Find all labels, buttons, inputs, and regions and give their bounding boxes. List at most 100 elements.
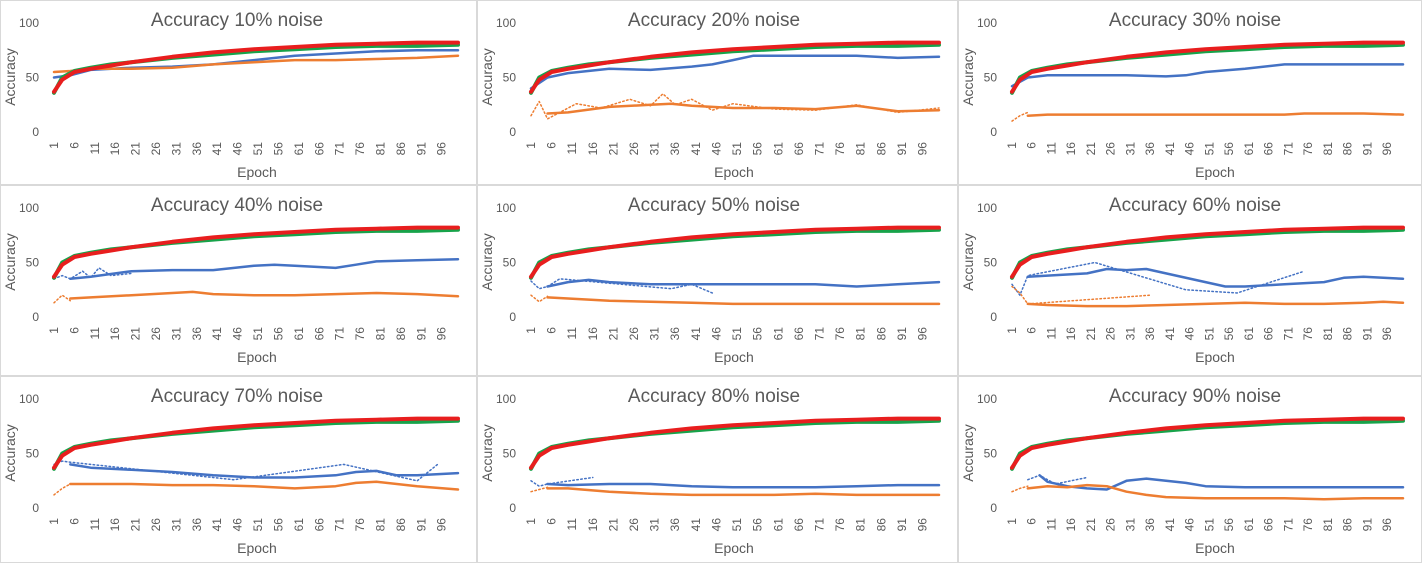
x-tick-label: 76	[1301, 518, 1315, 532]
x-tick-label: 21	[129, 518, 143, 532]
x-tick-label: 31	[648, 327, 662, 341]
x-tick-label: 36	[190, 142, 204, 156]
x-tick-label: 71	[812, 327, 826, 341]
x-tick-label: 96	[435, 327, 449, 341]
x-tick-label: 61	[1242, 142, 1256, 156]
series-line-orange	[69, 290, 460, 300]
x-tick-label: 41	[1163, 142, 1177, 156]
x-tick-label: 46	[1183, 518, 1197, 532]
x-tick-label: 11	[565, 518, 579, 531]
x-axis-label: Epoch	[714, 164, 754, 180]
x-tick-label: 81	[854, 142, 868, 156]
x-tick-label: 21	[1084, 518, 1098, 532]
x-tick-label: 81	[1321, 327, 1335, 341]
x-tick-label: 41	[689, 518, 703, 532]
x-tick-label: 21	[606, 518, 620, 532]
chart-panel: Accuracy 30% noise 0 50 100 1 6 11 16 21 26 31 36 41…	[958, 0, 1422, 185]
series-line-red	[52, 40, 460, 94]
x-tick-label: 56	[271, 327, 285, 341]
x-tick-label: 66	[792, 327, 806, 341]
chart-title: Accuracy 30% noise	[1109, 10, 1281, 31]
x-tick-label: 36	[668, 142, 682, 156]
x-tick-label: 61	[771, 327, 785, 341]
x-tick-label: 36	[668, 518, 682, 532]
y-tick-label: 100	[19, 16, 39, 30]
y-axis-label: Accuracy	[479, 233, 495, 291]
x-tick-label: 31	[169, 518, 183, 532]
series-line-orange-dotted	[530, 486, 549, 493]
x-tick-label: 71	[812, 142, 826, 156]
x-tick-label: 96	[1380, 142, 1394, 156]
y-tick-label: 0	[32, 310, 39, 324]
chart-panel: Accuracy 60% noise 0 50 100 1 6 11 16 21 26 31 36 41…	[958, 185, 1422, 376]
series-line-orange	[1026, 483, 1405, 501]
x-tick-label: 76	[1301, 142, 1315, 156]
x-tick-label: 61	[771, 142, 785, 156]
y-tick-label: 100	[977, 392, 997, 406]
x-tick-label: 11	[88, 327, 102, 340]
x-tick-label: 31	[648, 142, 662, 156]
series-line-red	[1010, 40, 1405, 94]
x-tick-label: 21	[1084, 142, 1098, 156]
y-tick-label: 0	[509, 125, 516, 139]
series-line-orange-dotted	[530, 294, 549, 303]
x-tick-label: 6	[1025, 327, 1039, 334]
y-tick-label: 100	[496, 392, 516, 406]
y-axis-label: Accuracy	[2, 48, 18, 106]
y-tick-label: 50	[984, 71, 998, 85]
x-axis-label: Epoch	[237, 164, 277, 180]
y-tick-label: 0	[990, 310, 997, 324]
x-tick-label: 31	[1123, 327, 1137, 341]
x-tick-label: 26	[627, 518, 641, 532]
x-tick-label: 16	[586, 518, 600, 532]
series-line-orange	[546, 102, 941, 115]
x-tick-label: 26	[627, 327, 641, 341]
y-tick-label: 0	[32, 125, 39, 139]
x-tick-label: 46	[709, 327, 723, 341]
x-tick-label: 56	[1222, 142, 1236, 156]
series-line-red	[529, 416, 941, 470]
series-line-green	[1010, 227, 1405, 280]
x-tick-label: 16	[108, 518, 122, 532]
series-line-blue	[546, 482, 941, 489]
x-tick-label: 11	[88, 518, 102, 531]
series-line-green	[529, 42, 941, 95]
x-tick-label: 86	[394, 327, 408, 341]
x-tick-label: 86	[874, 518, 888, 532]
chart-panel: Accuracy 50% noise 0 50 100 1 6 11 16 21 26 31 36 41…	[477, 185, 958, 376]
x-tick-label: 56	[271, 518, 285, 532]
y-tick-label: 50	[26, 447, 40, 461]
x-tick-label: 46	[1183, 327, 1197, 341]
x-tick-label: 71	[1281, 518, 1295, 532]
x-tick-label: 16	[1064, 142, 1078, 156]
y-tick-label: 50	[503, 256, 517, 270]
x-tick-label: 6	[1025, 518, 1039, 525]
y-tick-label: 50	[984, 447, 998, 461]
x-tick-label: 26	[1104, 518, 1118, 532]
y-tick-label: 100	[977, 16, 997, 30]
x-tick-label: 81	[854, 327, 868, 341]
chart-title: Accuracy 60% noise	[1109, 195, 1281, 216]
x-tick-label: 1	[47, 142, 61, 149]
x-tick-label: 11	[565, 327, 579, 340]
x-tick-label: 66	[792, 142, 806, 156]
chart-title: Accuracy 80% noise	[628, 386, 800, 407]
y-tick-label: 100	[19, 201, 39, 215]
x-tick-label: 91	[1360, 518, 1374, 532]
x-tick-label: 56	[1222, 518, 1236, 532]
series-line-red	[1010, 225, 1405, 279]
y-tick-label: 100	[977, 201, 997, 215]
x-tick-label: 96	[916, 327, 930, 341]
x-tick-label: 31	[169, 327, 183, 341]
x-tick-label: 26	[149, 518, 163, 532]
series-line-blue	[69, 257, 460, 281]
x-tick-label: 61	[1242, 518, 1256, 532]
x-tick-label: 11	[88, 142, 102, 155]
chart-title: Accuracy 10% noise	[151, 10, 323, 31]
x-tick-label: 1	[1005, 327, 1019, 334]
x-axis-label: Epoch	[1195, 164, 1235, 180]
chart-panel: Accuracy 10% noise 0 50 100 1 6 11 16 21 26 31 36 41…	[0, 0, 477, 185]
x-axis-label: Epoch	[714, 540, 754, 556]
x-tick-label: 66	[792, 518, 806, 532]
